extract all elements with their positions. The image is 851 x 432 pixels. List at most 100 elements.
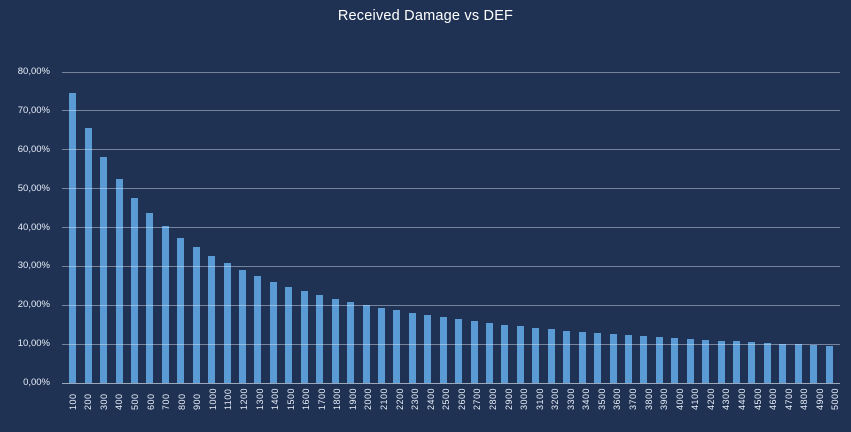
bar-slot <box>806 72 821 383</box>
x-tick-label: 3800 <box>643 388 654 411</box>
bar-slot <box>621 72 636 383</box>
x-tick-label: 4200 <box>705 388 716 411</box>
bar-slot <box>173 72 188 383</box>
x-tick-slot: 1200 <box>236 388 252 410</box>
bar-slot <box>127 72 142 383</box>
x-tick-slot: 4300 <box>719 388 735 410</box>
x-tick-label: 3700 <box>628 388 639 411</box>
x-tick-slot: 1000 <box>205 388 221 410</box>
plot-area <box>62 71 840 384</box>
bar-def-1900 <box>347 301 355 383</box>
x-tick-slot: 4200 <box>703 388 719 410</box>
bar-def-1700 <box>316 294 324 383</box>
x-tick-slot: 5000 <box>828 388 844 410</box>
x-tick-label: 1900 <box>347 388 358 411</box>
x-tick-label: 600 <box>145 393 156 411</box>
x-tick-slot: 3600 <box>610 388 626 410</box>
x-tick-slot: 800 <box>174 388 190 411</box>
x-tick-slot: 900 <box>190 388 206 411</box>
x-tick-label: 2300 <box>410 388 421 411</box>
x-tick-label: 3300 <box>565 388 576 411</box>
y-tick-label: 80,00% <box>17 66 50 77</box>
bar-slot <box>775 72 790 383</box>
x-tick-label: 3400 <box>581 388 592 411</box>
y-tick-label: 10,00% <box>17 338 50 350</box>
gridline <box>62 188 840 190</box>
x-tick-slot: 3700 <box>625 388 641 410</box>
x-tick-label: 2500 <box>441 388 452 411</box>
x-tick-slot: 4600 <box>765 388 781 410</box>
x-tick-slot: 2600 <box>454 388 470 410</box>
x-tick-label: 1700 <box>316 388 327 411</box>
x-tick-slot: 100 <box>65 388 81 411</box>
x-tick-label: 5000 <box>830 388 841 411</box>
bar-slot <box>497 72 512 383</box>
x-tick-label: 1100 <box>223 388 234 411</box>
bar-def-4300 <box>717 340 725 383</box>
x-tick-slot: 200 <box>81 388 97 411</box>
gridline <box>62 304 840 306</box>
x-tick-slot: 4500 <box>750 388 766 410</box>
bar-slot <box>466 72 481 383</box>
bar-slot <box>80 72 95 383</box>
x-tick-slot: 3500 <box>594 388 610 410</box>
x-tick-slot: 400 <box>112 388 128 411</box>
bar-def-2100 <box>377 307 385 383</box>
bar-slot <box>683 72 698 383</box>
bar-slot <box>235 72 250 383</box>
y-tick-label: 60,00% <box>17 143 50 155</box>
x-tick-label: 300 <box>98 393 109 411</box>
bar-slot <box>791 72 806 383</box>
x-tick-label: 3000 <box>519 388 530 411</box>
x-tick-label: 4300 <box>721 388 732 411</box>
bar-def-3500 <box>594 332 602 383</box>
bar-slot <box>281 72 296 383</box>
bar-def-4600 <box>763 342 771 383</box>
x-tick-label: 500 <box>130 393 141 411</box>
bar-slot <box>111 72 126 383</box>
x-tick-slot: 2700 <box>470 388 486 410</box>
bar-def-3400 <box>578 331 586 383</box>
x-tick-slot: 2200 <box>392 388 408 410</box>
x-tick-label: 3900 <box>659 388 670 411</box>
x-tick-slot: 4400 <box>734 388 750 410</box>
bar-slot <box>312 72 327 383</box>
x-tick-slot: 1900 <box>345 388 361 410</box>
x-tick-label: 2800 <box>487 388 498 411</box>
bar-slot <box>96 72 111 383</box>
bar-slot <box>327 72 342 383</box>
x-tick-slot: 2300 <box>407 388 423 410</box>
gridline <box>62 265 840 267</box>
chart-title: Received Damage vs DEF <box>337 8 514 24</box>
bar-slot <box>451 72 466 383</box>
bar-def-1300 <box>254 276 262 383</box>
bar-slot <box>729 72 744 383</box>
bar-def-1200 <box>239 270 247 383</box>
bar-def-300 <box>100 156 108 383</box>
x-tick-slot: 500 <box>127 388 143 411</box>
bar-def-3900 <box>655 337 663 383</box>
bar-slot <box>65 72 80 383</box>
x-tick-label: 4800 <box>799 388 810 411</box>
x-tick-label: 1400 <box>270 388 281 411</box>
bar-def-4400 <box>733 341 741 383</box>
x-tick-slot: 2500 <box>439 388 455 410</box>
bar-def-1000 <box>208 255 216 383</box>
bar-def-500 <box>130 197 138 383</box>
x-tick-slot: 2800 <box>485 388 501 410</box>
bar-def-1800 <box>331 298 339 383</box>
x-tick-label: 2100 <box>379 388 390 411</box>
x-tick-label: 2200 <box>394 388 405 411</box>
bar-def-2300 <box>408 313 416 383</box>
bar-def-1100 <box>223 263 231 383</box>
x-tick-slot: 300 <box>96 388 112 411</box>
gridline <box>62 110 840 112</box>
x-tick-slot: 2900 <box>501 388 517 410</box>
bar-slot <box>760 72 775 383</box>
x-tick-slot: 2000 <box>361 388 377 410</box>
x-tick-slot: 4100 <box>688 388 704 410</box>
x-tick-label: 4700 <box>783 388 794 411</box>
bar-slot <box>343 72 358 383</box>
bar-slot <box>436 72 451 383</box>
